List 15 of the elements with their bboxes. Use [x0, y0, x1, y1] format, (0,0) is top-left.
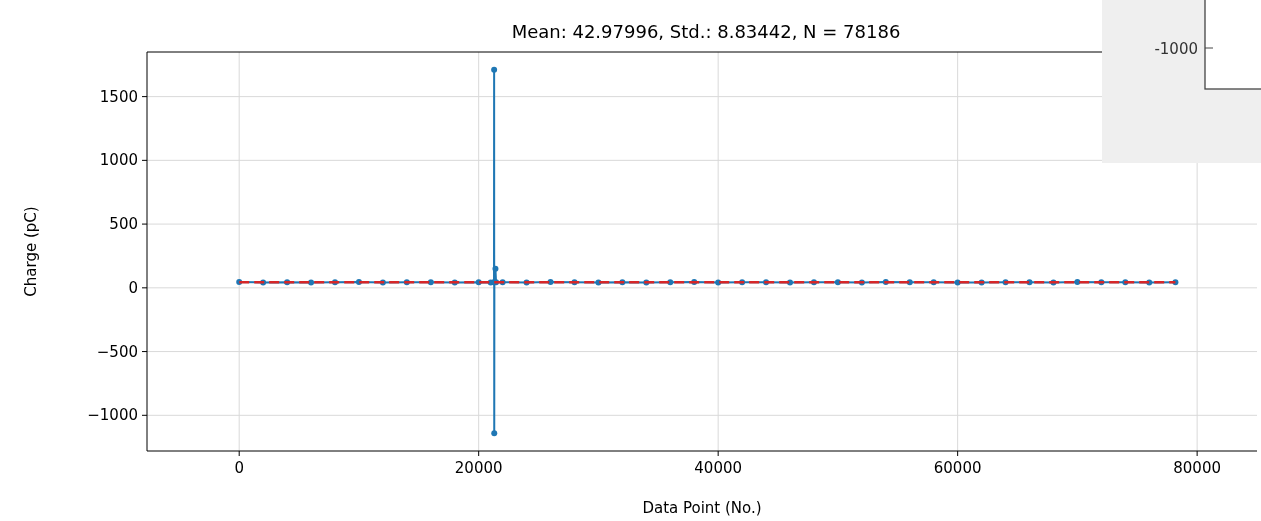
y-tick-label: 1500 — [99, 87, 138, 106]
x-axis-title: Data Point (No.) — [642, 499, 762, 517]
y-tick-label: −500 — [96, 342, 138, 361]
x-tick-label: 40000 — [694, 459, 743, 477]
x-tick-label: 20000 — [454, 459, 503, 477]
annotation: -1000 — [1154, 40, 1198, 58]
y-tick-label: 0 — [128, 278, 138, 297]
y-tick-label: −1000 — [87, 406, 138, 425]
y-axis-title: Charge (pC) — [22, 206, 40, 297]
y-tick-label: 1000 — [99, 151, 138, 170]
x-tick-label: 80000 — [1173, 459, 1221, 477]
y-tick-label: 500 — [109, 215, 138, 234]
x-tick-label: 0 — [234, 459, 244, 477]
x-tick-label: 60000 — [933, 459, 982, 477]
chart-title: Mean: 42.97996, Std.: 8.83442, N = 78186 — [511, 21, 901, 42]
